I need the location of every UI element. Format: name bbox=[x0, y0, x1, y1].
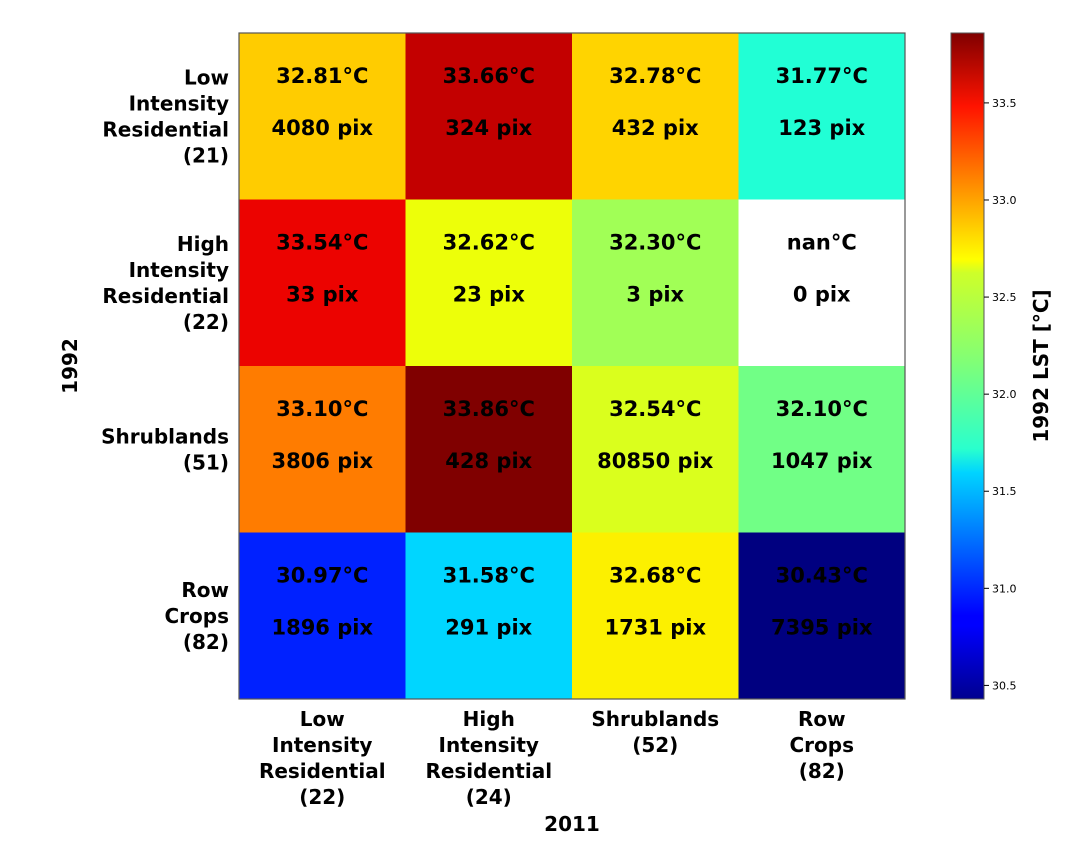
cell-temperature-label: 32.68°C bbox=[609, 564, 701, 588]
cell-temperature-label: 31.77°C bbox=[776, 64, 868, 88]
heatmap-cell bbox=[405, 33, 573, 200]
cell-pixel-count-label: 1896 pix bbox=[271, 616, 373, 640]
cell-pixel-count-label: 3 pix bbox=[626, 283, 684, 307]
x-tick-label: Low Intensity Residential (22) bbox=[259, 707, 386, 809]
column-labels: Low Intensity Residential (22) High Intensity… bbox=[259, 707, 854, 809]
x-axis-title: 2011 bbox=[544, 812, 600, 836]
heatmap-cell bbox=[239, 199, 406, 367]
x-tick-label: Row Crops (82) bbox=[789, 707, 854, 783]
cell-temperature-label: nan°C bbox=[787, 231, 857, 255]
cell-pixel-count-label: 432 pix bbox=[612, 116, 699, 140]
cell-temperature-label: 33.86°C bbox=[443, 397, 535, 421]
y-tick-label: Row Crops (82) bbox=[164, 578, 229, 654]
heatmap-cell bbox=[572, 33, 739, 200]
colorbar-tick-label: 30.5 bbox=[992, 679, 1017, 692]
heatmap-cell bbox=[239, 33, 406, 200]
row-labels: Low Intensity Residential (21) High Intensity… bbox=[101, 65, 229, 654]
cell-temperature-label: 33.66°C bbox=[443, 64, 535, 88]
cell-temperature-label: 32.10°C bbox=[776, 397, 868, 421]
heatmap-cell bbox=[738, 33, 906, 200]
heatmap-cells: 32.81°C 4080 pix 33.66°C 324 pix 32.78°C 432 … bbox=[239, 33, 906, 700]
x-tick-label: Shrublands (52) bbox=[591, 707, 719, 757]
colorbar-tick-label: 31.0 bbox=[992, 582, 1017, 595]
heatmap-cell bbox=[239, 532, 406, 700]
colorbar-tick-label: 31.5 bbox=[992, 485, 1017, 498]
x-tick-label: High Intensity Residential (24) bbox=[425, 707, 552, 809]
colorbar-title: 1992 LST [°C] bbox=[1029, 289, 1053, 442]
heatmap-cell bbox=[738, 199, 906, 367]
cell-pixel-count-label: 23 pix bbox=[453, 283, 526, 307]
colorbar: 30.5 31.0 31.5 32.0 32.5 33.0 33.5 bbox=[950, 32, 1017, 700]
y-tick-label: High Intensity Residential (22) bbox=[102, 232, 229, 334]
heatmap-cell bbox=[738, 366, 906, 533]
cell-temperature-label: 30.97°C bbox=[276, 564, 368, 588]
cell-pixel-count-label: 0 pix bbox=[793, 283, 851, 307]
colorbar-tick-label: 33.0 bbox=[992, 194, 1017, 207]
heatmap-cell bbox=[405, 366, 573, 533]
y-tick-label: Low Intensity Residential (21) bbox=[102, 65, 229, 167]
plot-frame bbox=[238, 32, 906, 700]
heatmap-cell bbox=[738, 532, 906, 700]
heatmap-cell bbox=[405, 199, 573, 367]
cell-pixel-count-label: 80850 pix bbox=[597, 449, 714, 473]
colorbar-tick-label: 32.5 bbox=[992, 291, 1017, 304]
colorbar-tick-label: 33.5 bbox=[992, 97, 1017, 110]
cell-temperature-label: 33.10°C bbox=[276, 397, 368, 421]
cell-pixel-count-label: 7395 pix bbox=[771, 616, 873, 640]
cell-pixel-count-label: 428 pix bbox=[445, 449, 532, 473]
cell-temperature-label: 30.43°C bbox=[776, 564, 868, 588]
cell-pixel-count-label: 4080 pix bbox=[271, 116, 373, 140]
cell-pixel-count-label: 33 pix bbox=[286, 283, 359, 307]
cell-temperature-label: 32.54°C bbox=[609, 397, 701, 421]
cell-temperature-label: 32.30°C bbox=[609, 231, 701, 255]
cell-pixel-count-label: 324 pix bbox=[445, 116, 532, 140]
cell-temperature-label: 32.62°C bbox=[443, 231, 535, 255]
cell-temperature-label: 31.58°C bbox=[443, 564, 535, 588]
colorbar-tick-label: 32.0 bbox=[992, 388, 1017, 401]
heatmap-cell bbox=[572, 199, 739, 367]
heatmap-cell bbox=[405, 532, 573, 700]
cell-pixel-count-label: 1731 pix bbox=[604, 616, 706, 640]
cell-pixel-count-label: 1047 pix bbox=[771, 449, 873, 473]
cell-temperature-label: 32.78°C bbox=[609, 64, 701, 88]
cell-temperature-label: 32.81°C bbox=[276, 64, 368, 88]
y-axis-title: 1992 bbox=[58, 338, 82, 394]
heatmap-cell bbox=[572, 532, 739, 700]
cell-temperature-label: 33.54°C bbox=[276, 231, 368, 255]
cell-pixel-count-label: 291 pix bbox=[445, 616, 532, 640]
heatmap-cell bbox=[572, 366, 739, 533]
y-tick-label: Shrublands (51) bbox=[101, 424, 229, 474]
cell-pixel-count-label: 3806 pix bbox=[271, 449, 373, 473]
colorbar-gradient bbox=[950, 32, 985, 700]
cell-pixel-count-label: 123 pix bbox=[778, 116, 865, 140]
heatmap-cell bbox=[239, 366, 406, 533]
